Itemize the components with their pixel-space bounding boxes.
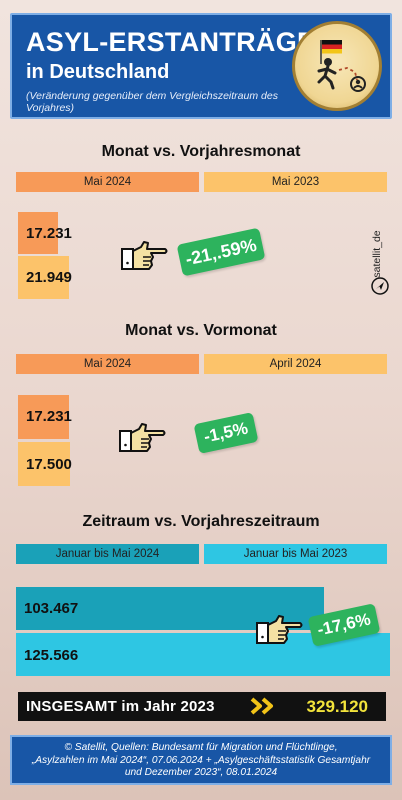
legend-label-jan-may-2023: Januar bis Mai 2023 [204, 544, 387, 564]
change-badge-mom: -1,5% [193, 412, 259, 454]
pointing-hand-icon [121, 241, 168, 270]
header-banner: ASYL-ERSTANTRÄGE in Deutschland (Verände… [10, 13, 392, 119]
legend-label-jan-may-2024: Januar bis Mai 2024 [16, 544, 199, 564]
total-label: INSGESAMT im Jahr 2023 [26, 698, 215, 715]
legend-label-may-2024-b: Mai 2024 [16, 354, 199, 374]
section-title-2: Monat vs. Vormonat [125, 322, 277, 339]
bar-may-2024-b [18, 395, 69, 439]
total-value: 329.120 [306, 697, 368, 716]
section-title-3: Zeitraum vs. Vorjahreszeitraum [82, 513, 320, 530]
bar-april-2024 [18, 442, 70, 486]
footer-source: © Satellit, Quellen: Bundesamt für Migra… [10, 735, 392, 785]
footer-line-2: „Asylzahlen im Mai 2024“, 07.06.2024 + „… [31, 754, 371, 766]
bar-value-may-2023: 21.949 [26, 269, 72, 286]
footer-line-1: © Satellit, Quellen: Bundesamt für Migra… [64, 742, 338, 753]
refugee-emblem-icon [292, 21, 382, 111]
page-subtitle: in Deutschland [26, 61, 170, 83]
bar-may-2024 [18, 212, 58, 254]
satellite-logo-icon [371, 277, 389, 295]
pointing-hand-icon [119, 423, 166, 452]
legend-label-may-2023: Mai 2023 [204, 172, 387, 192]
change-badge-yoy-month: -21,.59% [176, 227, 266, 277]
bar-value-jan-may-2024: 103.467 [24, 600, 79, 617]
total-bar: INSGESAMT im Jahr 2023 329.120 [18, 692, 386, 721]
bar-value-may-2024: 17.231 [26, 225, 72, 242]
bar-value-may-2024-b: 17.231 [26, 408, 72, 425]
bar-value-jan-may-2023: 125.566 [24, 647, 79, 664]
legend-label-april-2024: April 2024 [204, 354, 387, 374]
legend-label-may-2024: Mai 2024 [16, 172, 199, 192]
page-title: ASYL-ERSTANTRÄGE [26, 27, 316, 57]
bar-may-2023 [18, 256, 69, 299]
bar-value-april-2024: 17.500 [26, 456, 72, 473]
double-chevron-right-icon [250, 697, 273, 715]
section-title-1: Monat vs. Vorjahresmonat [101, 143, 301, 160]
header-note: (Veränderung gegenüber dem Vergleichszei… [26, 90, 278, 114]
pointing-hand-icon [256, 615, 303, 644]
footer-line-3: und Dezember 2023“, 08.01.2024 [124, 767, 278, 778]
